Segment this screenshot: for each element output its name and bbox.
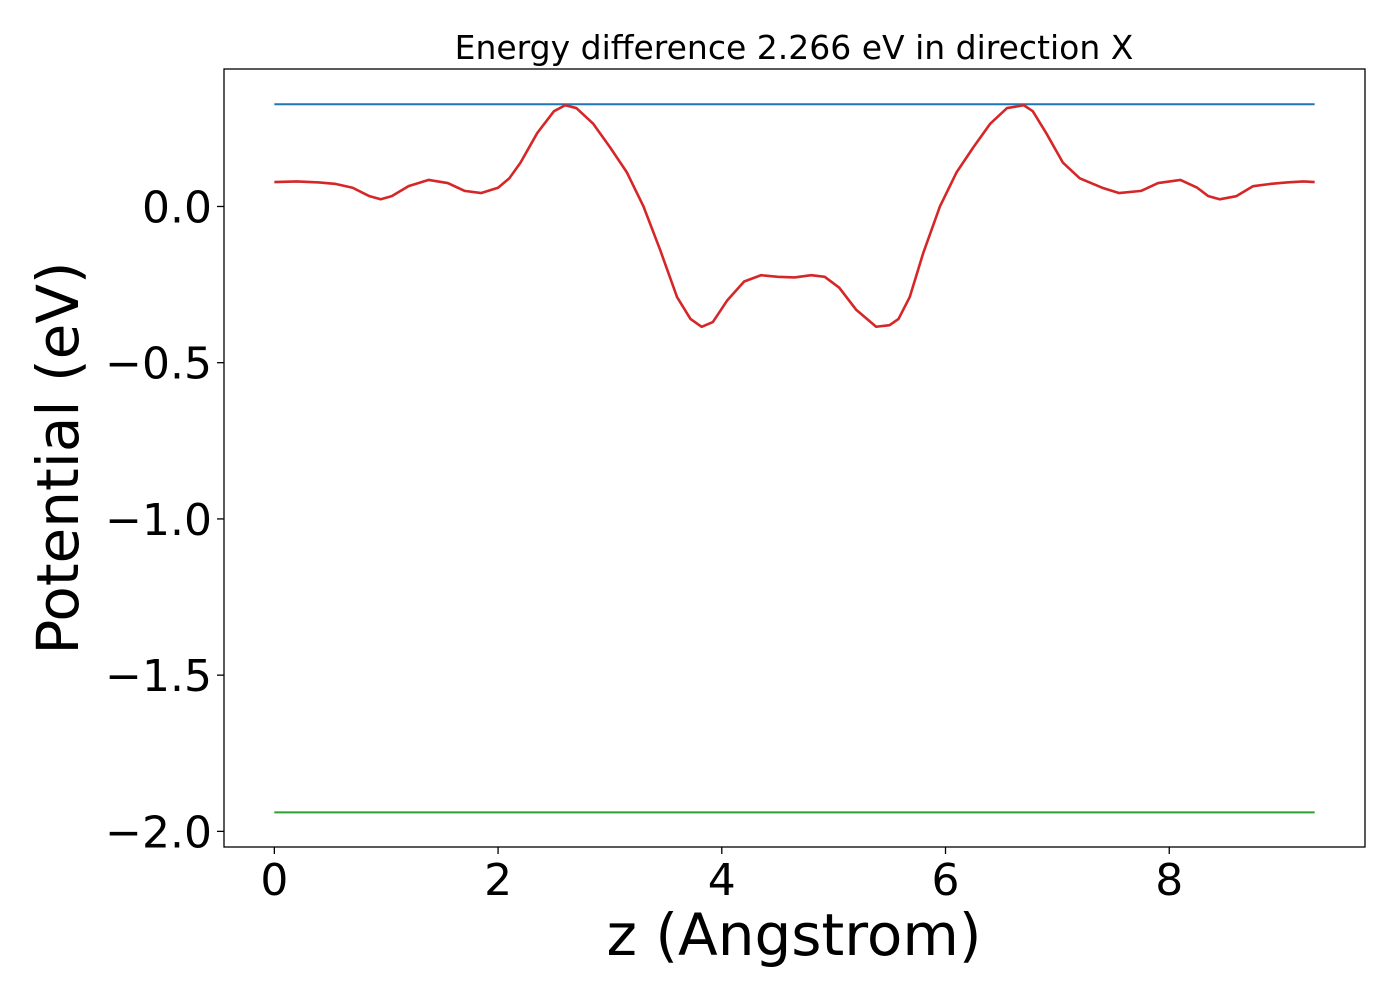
x-axis-label: z (Angstrom): [607, 901, 982, 969]
y-tick-label: −2.0: [105, 807, 212, 858]
y-tick-label: −0.5: [105, 339, 212, 390]
y-tick-label: −1.5: [105, 651, 212, 702]
x-axis-ticks: 0 2 4 6 8: [260, 847, 1183, 906]
series-line-2: [274, 103, 1315, 329]
x-tick-label: 2: [484, 855, 512, 906]
x-tick-label: 6: [932, 855, 960, 906]
x-tick-label: 4: [708, 855, 736, 906]
x-tick-label: 8: [1155, 855, 1183, 906]
x-tick-label: 0: [260, 855, 288, 906]
chart-title: Energy difference 2.266 eV in direction …: [455, 28, 1134, 67]
y-tick-label: 0.0: [142, 182, 212, 233]
plot-frame: [223, 68, 1366, 848]
y-tick-label: −1.0: [105, 495, 212, 546]
plot-area: [274, 103, 1315, 814]
y-axis-ticks: 0.0 −0.5 −1.0 −1.5 −2.0: [105, 182, 224, 858]
y-axis-label: Potential (eV): [24, 261, 92, 654]
